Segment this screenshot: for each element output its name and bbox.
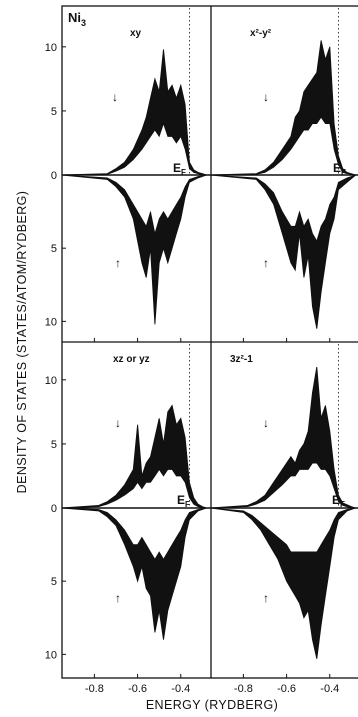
dos-total-spin-up-panel-3 bbox=[61, 507, 207, 640]
dos-partial-spin-down-panel-4 bbox=[210, 462, 356, 509]
ticks-layer: 0 5 5 10 10 0 5 5 10 10 -0.8 -0.6 -0.4 -0.8 -0.6 -0.4 bbox=[45, 42, 340, 695]
dos-total-spin-down-panel-4 bbox=[210, 366, 356, 509]
y-tick-label: 5 bbox=[51, 576, 57, 588]
x-axis-title: ENERGY (RYDBERG) bbox=[146, 698, 278, 712]
y-tick-label: 10 bbox=[45, 316, 57, 328]
fermi-label-sub: F bbox=[341, 168, 346, 177]
dos-fill-spin-down-panel-1 bbox=[62, 49, 207, 175]
spin-down-arrow-x2-y2: ↓ bbox=[263, 90, 269, 104]
dos-curves-layer bbox=[61, 8, 358, 659]
system-label-subscript: 3 bbox=[81, 18, 86, 28]
fermi-label-main: E bbox=[332, 493, 340, 507]
fermi-label-main: E bbox=[173, 161, 181, 175]
dos-partial-spin-up-panel-1 bbox=[61, 174, 207, 234]
x-tick-label: -0.8 bbox=[85, 683, 104, 695]
x-tick-label: -0.4 bbox=[320, 683, 339, 695]
fermi-label-main: E bbox=[177, 493, 185, 507]
fermi-label-x2-y2: EF bbox=[333, 161, 346, 177]
x-tick-label: -0.6 bbox=[277, 683, 296, 695]
x-tick-label: -0.6 bbox=[128, 683, 147, 695]
fermi-label-xy: EF bbox=[173, 161, 186, 177]
dos-fill-spin-down-panel-4 bbox=[211, 367, 356, 508]
fermi-label-3z2-1: EF bbox=[332, 493, 345, 509]
dos-partial-spin-down-panel-1 bbox=[61, 122, 207, 176]
dos-fill-spin-up-panel-2 bbox=[211, 175, 356, 329]
dos-total-spin-up-panel-4 bbox=[210, 507, 356, 659]
orbital-label-3z2-1: 3z²-1 bbox=[230, 354, 253, 365]
spin-down-arrow-xz-yz: ↓ bbox=[115, 416, 121, 430]
y-tick-label: 10 bbox=[45, 375, 57, 387]
y-tick-label: 5 bbox=[51, 243, 57, 255]
dos-total-spin-down-panel-3 bbox=[61, 404, 207, 509]
dos-fill-spin-down-panel-2 bbox=[211, 40, 356, 176]
dos-total-spin-down-panel-1 bbox=[61, 49, 207, 176]
y-axis-title: DENSITY OF STATES (STATES/ATOM/RYDBERG) bbox=[15, 191, 29, 494]
dos-partial-spin-up-panel-4 bbox=[210, 507, 356, 553]
dos-partial-spin-down-panel-2 bbox=[210, 116, 356, 176]
dos-partial-spin-up-panel-2 bbox=[210, 174, 356, 242]
y-tick-label: 10 bbox=[45, 42, 57, 54]
dos-total-spin-up-panel-2 bbox=[210, 174, 356, 329]
dos-partial-spin-up-panel-3 bbox=[61, 507, 207, 560]
system-label-main: Ni bbox=[68, 10, 81, 25]
orbital-label-xz-yz: xz or yz bbox=[113, 354, 150, 365]
panel-frame bbox=[61, 5, 358, 679]
y-tick-label: 5 bbox=[51, 106, 57, 118]
spin-up-arrow-xy: ↑ bbox=[115, 256, 121, 270]
fermi-label-sub: F bbox=[340, 500, 345, 509]
y-tick-label: 5 bbox=[51, 439, 57, 451]
spin-up-arrow-xz-yz: ↑ bbox=[115, 591, 121, 605]
fermi-label-main: E bbox=[333, 161, 341, 175]
dos-partial-spin-down-panel-3 bbox=[61, 468, 207, 509]
dos-total-spin-down-panel-2 bbox=[210, 40, 356, 176]
fermi-label-sub: F bbox=[181, 168, 186, 177]
system-label: Ni3 bbox=[68, 10, 86, 28]
y-tick-label: 0 bbox=[51, 170, 57, 182]
dos-fill-spin-down-panel-3 bbox=[62, 405, 207, 508]
y-tick-label: 10 bbox=[45, 649, 57, 661]
orbital-label-xy: xy bbox=[130, 28, 142, 39]
spin-down-arrow-3z2-1: ↓ bbox=[263, 416, 269, 430]
dos-fill-spin-up-panel-4 bbox=[211, 508, 356, 659]
dos-total-spin-up-panel-1 bbox=[61, 174, 207, 325]
fermi-label-xz-yz: EF bbox=[177, 493, 190, 509]
x-tick-label: -0.4 bbox=[171, 683, 190, 695]
orbital-label-x2-y2: x²-y² bbox=[250, 28, 272, 39]
fermi-label-sub: F bbox=[185, 500, 190, 509]
spin-up-arrow-x2-y2: ↑ bbox=[263, 256, 269, 270]
spin-up-arrow-3z2-1: ↑ bbox=[263, 591, 269, 605]
spin-down-arrow-xy: ↓ bbox=[112, 90, 118, 104]
dos-fill-spin-up-panel-3 bbox=[62, 508, 207, 640]
x-tick-label: -0.8 bbox=[234, 683, 253, 695]
y-tick-label: 0 bbox=[51, 503, 57, 515]
